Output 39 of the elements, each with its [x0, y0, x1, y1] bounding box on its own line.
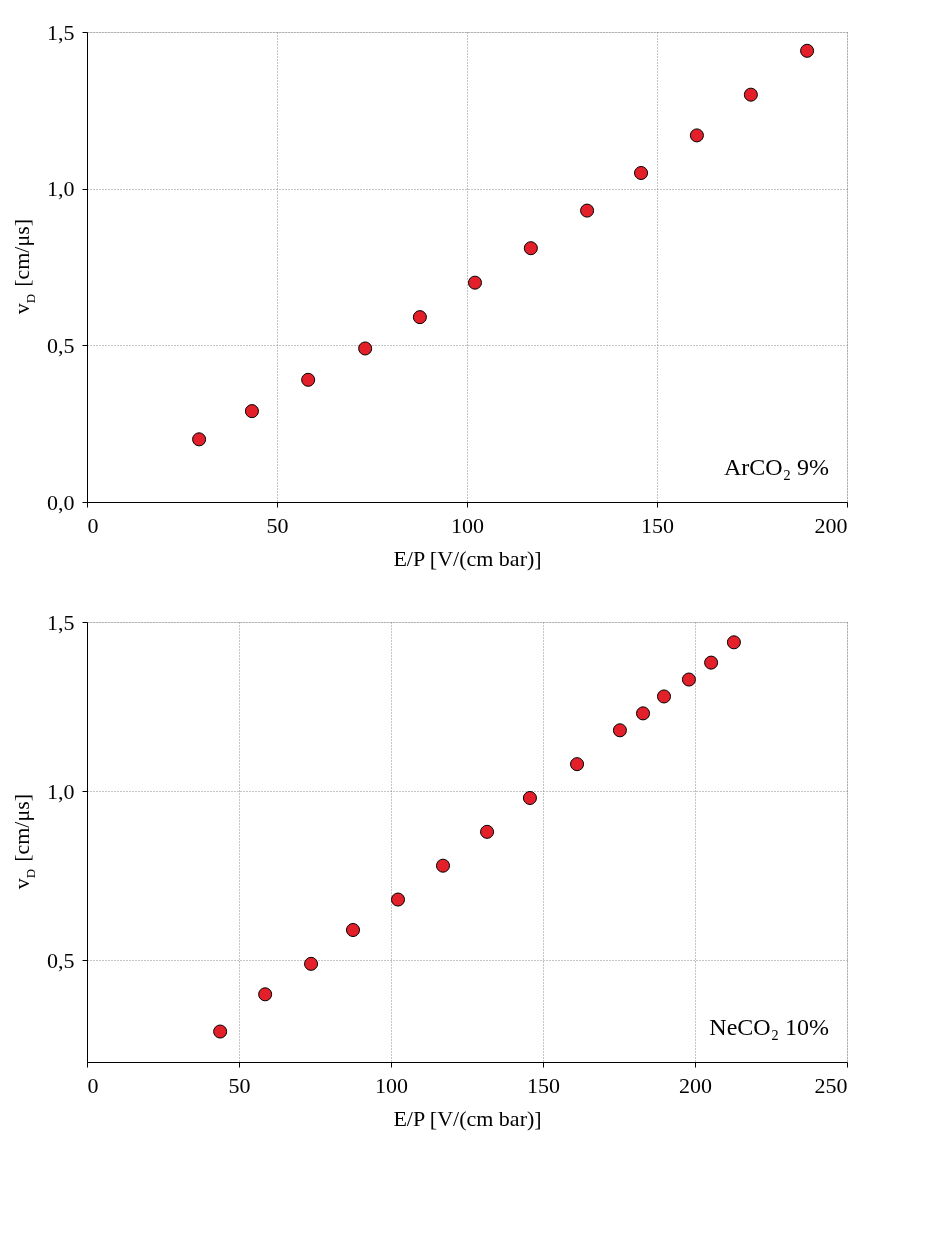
x-tick-label: 150: [641, 512, 674, 538]
point: [612, 723, 627, 738]
point: [681, 672, 696, 687]
y-tick-label: 1,5: [47, 609, 75, 635]
y-axis-title: vD [cm/μs]: [9, 218, 38, 315]
x-tick-label: 200: [814, 512, 848, 538]
annotation: NeCO₂ 10%: [709, 1014, 829, 1040]
x-tick-label: 100: [451, 512, 484, 538]
point: [704, 655, 719, 670]
x-tick-label: 0: [87, 512, 99, 538]
x-tick-label: 250: [814, 1072, 848, 1098]
x-axis-title: E/P [V/(cm bar)]: [393, 1105, 542, 1131]
point: [636, 706, 651, 721]
point: [522, 790, 537, 806]
x-axis-title: E/P [V/(cm bar)]: [393, 545, 542, 571]
x-tick-label: 150: [527, 1072, 560, 1098]
y-axis-title: vD [cm/μs]: [9, 793, 38, 890]
point: [570, 757, 585, 772]
annotation: ArCO₂ 9%: [723, 454, 829, 480]
y-tick-label: 1,0: [47, 778, 75, 804]
point: [213, 1024, 228, 1039]
y-tick-label: 0,0: [47, 489, 75, 515]
x-tick-label: 100: [375, 1072, 408, 1098]
point: [480, 824, 495, 839]
point: [258, 987, 273, 1002]
x-tick-label: 50: [228, 1072, 251, 1098]
y-tick-label: 0,5: [47, 947, 75, 973]
point: [656, 689, 672, 704]
y-tick-label: 1,5: [47, 19, 75, 45]
point: [435, 858, 450, 873]
y-tick-label: 1,0: [47, 176, 75, 202]
x-tick-label: 50: [266, 512, 289, 538]
point: [345, 922, 361, 938]
point: [304, 956, 319, 971]
point: [390, 892, 406, 907]
x-tick-label: 200: [679, 1072, 712, 1098]
point: [726, 635, 741, 650]
x-tick-label: 0: [87, 1072, 99, 1098]
y-tick-label: 0,5: [47, 332, 75, 358]
